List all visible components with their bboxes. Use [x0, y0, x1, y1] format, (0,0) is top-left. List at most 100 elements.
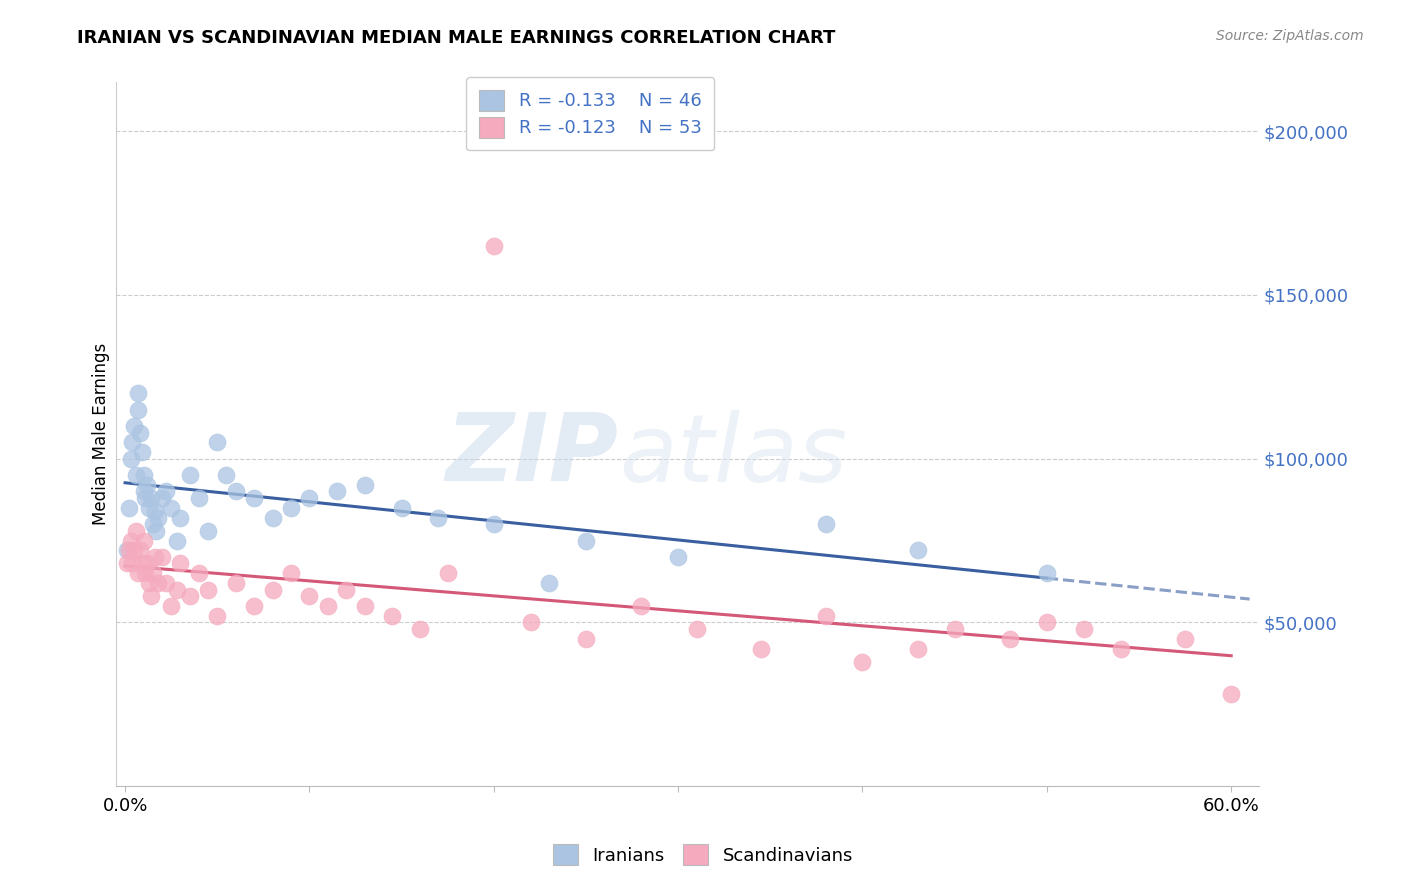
Point — [1036, 615, 1059, 630]
Point — [427, 510, 450, 524]
Point — [482, 239, 505, 253]
Point — [353, 478, 375, 492]
Point — [166, 582, 188, 597]
Point — [207, 435, 229, 450]
Legend: R = -0.133    N = 46, R = -0.123    N = 53: R = -0.133 N = 46, R = -0.123 N = 53 — [467, 77, 714, 151]
Point — [280, 500, 302, 515]
Point — [179, 589, 201, 603]
Point — [1174, 632, 1197, 646]
Legend: Iranians, Scandinavians: Iranians, Scandinavians — [544, 835, 862, 874]
Point — [155, 576, 177, 591]
Point — [143, 549, 166, 564]
Point — [207, 608, 229, 623]
Point — [187, 491, 209, 505]
Point — [142, 517, 165, 532]
Point — [335, 582, 357, 597]
Point — [215, 468, 238, 483]
Point — [150, 549, 173, 564]
Point — [943, 622, 966, 636]
Point — [197, 524, 219, 538]
Point — [575, 632, 598, 646]
Point — [143, 504, 166, 518]
Point — [1109, 641, 1132, 656]
Point — [243, 599, 266, 613]
Point — [169, 510, 191, 524]
Text: Source: ZipAtlas.com: Source: ZipAtlas.com — [1216, 29, 1364, 43]
Point — [907, 543, 929, 558]
Point — [127, 566, 149, 581]
Point — [1073, 622, 1095, 636]
Point — [298, 589, 321, 603]
Point — [132, 533, 155, 548]
Point — [353, 599, 375, 613]
Point — [120, 451, 142, 466]
Point — [138, 500, 160, 515]
Point — [125, 524, 148, 538]
Point — [136, 478, 159, 492]
Point — [262, 582, 284, 597]
Point — [166, 533, 188, 548]
Point — [436, 566, 458, 581]
Point — [907, 641, 929, 656]
Point — [138, 576, 160, 591]
Point — [179, 468, 201, 483]
Point — [316, 599, 339, 613]
Point — [225, 576, 247, 591]
Point — [575, 533, 598, 548]
Point — [160, 599, 183, 613]
Point — [482, 517, 505, 532]
Point — [139, 491, 162, 505]
Point — [1220, 688, 1243, 702]
Point — [142, 566, 165, 581]
Point — [262, 510, 284, 524]
Point — [148, 576, 170, 591]
Point — [225, 484, 247, 499]
Point — [538, 576, 561, 591]
Text: ZIP: ZIP — [446, 409, 619, 501]
Point — [519, 615, 541, 630]
Point — [124, 419, 146, 434]
Point — [749, 641, 772, 656]
Point — [280, 566, 302, 581]
Point — [150, 491, 173, 505]
Point — [630, 599, 652, 613]
Point — [391, 500, 413, 515]
Point — [118, 500, 141, 515]
Point — [145, 524, 167, 538]
Point — [197, 582, 219, 597]
Point — [169, 557, 191, 571]
Point — [409, 622, 432, 636]
Point — [187, 566, 209, 581]
Point — [814, 608, 837, 623]
Point — [132, 484, 155, 499]
Point — [121, 435, 143, 450]
Text: atlas: atlas — [619, 409, 846, 500]
Point — [298, 491, 321, 505]
Point — [1036, 566, 1059, 581]
Point — [998, 632, 1021, 646]
Point — [136, 557, 159, 571]
Point — [814, 517, 837, 532]
Point — [134, 566, 156, 581]
Point — [131, 445, 153, 459]
Point — [115, 543, 138, 558]
Point — [120, 533, 142, 548]
Text: IRANIAN VS SCANDINAVIAN MEDIAN MALE EARNINGS CORRELATION CHART: IRANIAN VS SCANDINAVIAN MEDIAN MALE EARN… — [77, 29, 835, 46]
Point — [381, 608, 404, 623]
Point — [160, 500, 183, 515]
Point — [115, 557, 138, 571]
Point — [118, 543, 141, 558]
Point — [148, 510, 170, 524]
Point — [128, 543, 150, 558]
Point — [155, 484, 177, 499]
Y-axis label: Median Male Earnings: Median Male Earnings — [93, 343, 110, 525]
Point — [666, 549, 689, 564]
Point — [851, 655, 873, 669]
Point — [127, 386, 149, 401]
Point — [125, 468, 148, 483]
Point — [131, 557, 153, 571]
Point — [132, 468, 155, 483]
Point — [128, 425, 150, 440]
Point — [134, 491, 156, 505]
Point — [139, 589, 162, 603]
